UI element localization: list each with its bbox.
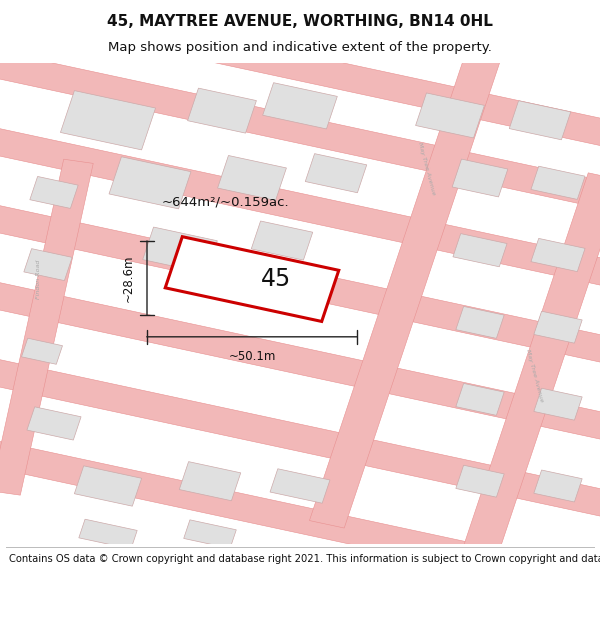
- Polygon shape: [263, 82, 337, 129]
- Polygon shape: [27, 407, 81, 440]
- Polygon shape: [534, 311, 582, 343]
- Polygon shape: [61, 91, 155, 150]
- Polygon shape: [433, 173, 600, 625]
- Text: ~28.6m: ~28.6m: [122, 254, 135, 302]
- Polygon shape: [165, 237, 339, 321]
- Polygon shape: [79, 519, 137, 549]
- Polygon shape: [109, 157, 191, 209]
- Polygon shape: [24, 249, 72, 281]
- Polygon shape: [0, 408, 600, 625]
- Polygon shape: [0, 159, 93, 495]
- Polygon shape: [456, 306, 504, 338]
- Text: 45, MAYTREE AVENUE, WORTHING, BN14 0HL: 45, MAYTREE AVENUE, WORTHING, BN14 0HL: [107, 14, 493, 29]
- Text: May Tree Avenue: May Tree Avenue: [416, 141, 436, 196]
- Polygon shape: [531, 166, 585, 199]
- Polygon shape: [0, 94, 600, 319]
- Polygon shape: [452, 159, 508, 197]
- Polygon shape: [30, 176, 78, 208]
- Text: Contains OS data © Crown copyright and database right 2021. This information is : Contains OS data © Crown copyright and d…: [9, 554, 600, 564]
- Text: Map shows position and indicative extent of the property.: Map shows position and indicative extent…: [108, 41, 492, 54]
- Polygon shape: [179, 462, 241, 501]
- Polygon shape: [531, 238, 585, 272]
- Polygon shape: [456, 465, 504, 497]
- Text: ~50.1m: ~50.1m: [229, 350, 275, 363]
- Polygon shape: [22, 338, 62, 364]
- Polygon shape: [416, 93, 484, 138]
- Text: 45: 45: [261, 267, 291, 291]
- Polygon shape: [453, 234, 507, 267]
- Polygon shape: [0, 249, 600, 473]
- Polygon shape: [0, 171, 600, 396]
- Polygon shape: [310, 0, 530, 528]
- Polygon shape: [143, 227, 217, 273]
- Polygon shape: [218, 156, 286, 201]
- Polygon shape: [0, 0, 600, 180]
- Polygon shape: [251, 221, 313, 260]
- Polygon shape: [270, 469, 330, 503]
- Polygon shape: [534, 470, 582, 502]
- Polygon shape: [0, 18, 600, 242]
- Polygon shape: [184, 520, 236, 548]
- Polygon shape: [509, 101, 571, 140]
- Text: May Tree Avenue: May Tree Avenue: [524, 348, 544, 403]
- Polygon shape: [74, 466, 142, 506]
- Text: Findon Road: Findon Road: [37, 259, 41, 299]
- Polygon shape: [456, 383, 504, 416]
- Polygon shape: [305, 154, 367, 192]
- Polygon shape: [534, 388, 582, 420]
- Polygon shape: [188, 88, 256, 133]
- Text: ~644m²/~0.159ac.: ~644m²/~0.159ac.: [162, 196, 290, 209]
- Polygon shape: [0, 326, 600, 550]
